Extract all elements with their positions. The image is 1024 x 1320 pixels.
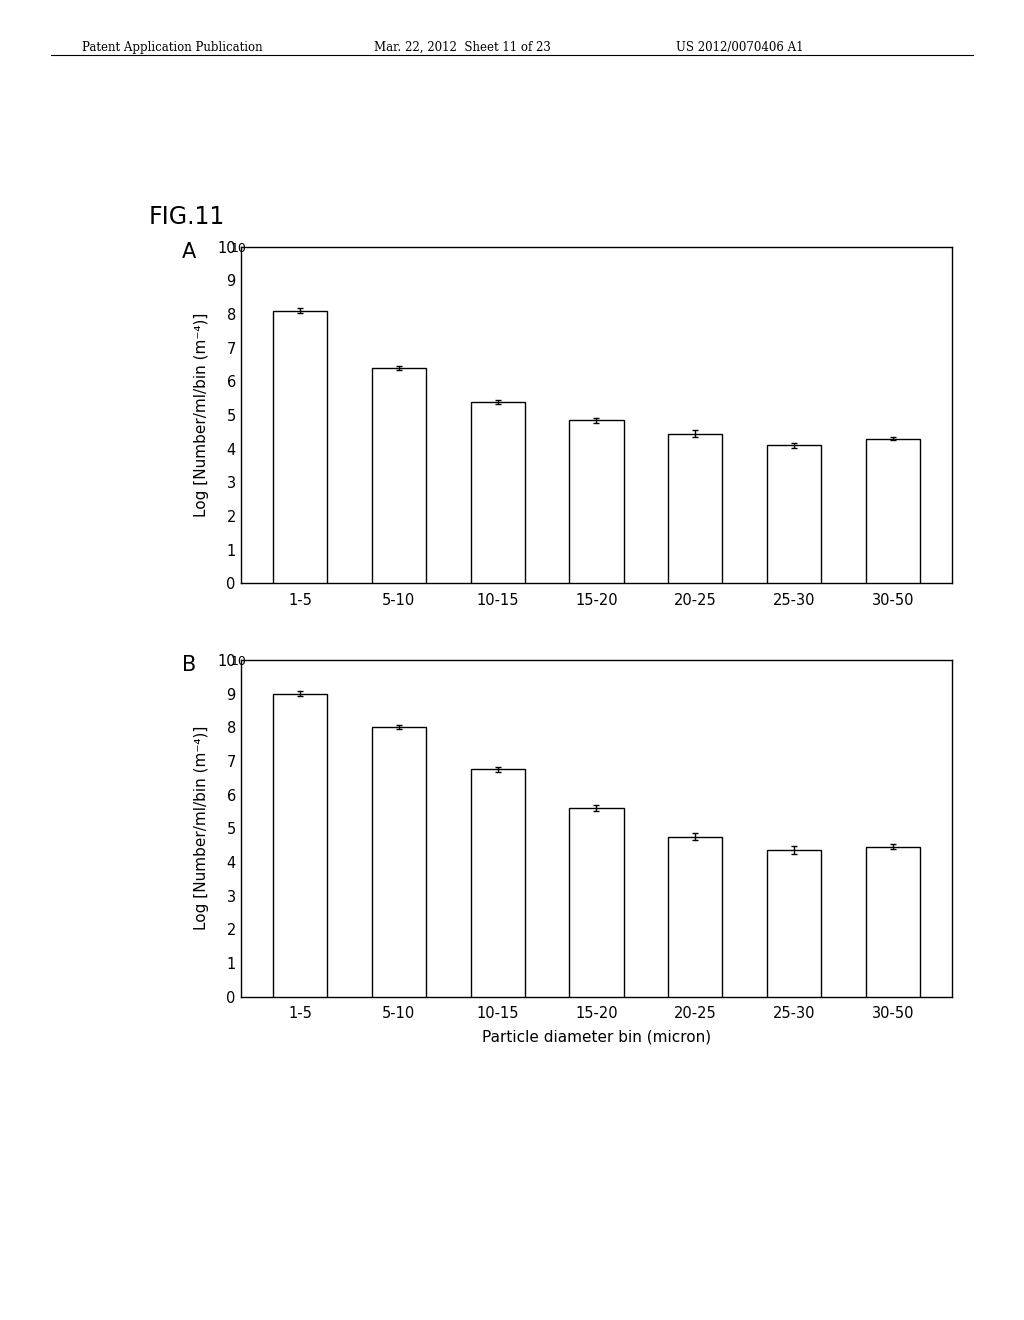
Y-axis label: Log [Number/ml/bin (m⁻⁴)]: Log [Number/ml/bin (m⁻⁴)] xyxy=(194,313,209,517)
Bar xyxy=(569,420,624,583)
Y-axis label: Log [Number/ml/bin (m⁻⁴)]: Log [Number/ml/bin (m⁻⁴)] xyxy=(194,726,209,931)
Bar xyxy=(767,445,821,583)
Bar xyxy=(865,438,920,583)
Text: B: B xyxy=(182,655,197,675)
Bar xyxy=(273,694,328,997)
Bar xyxy=(865,847,920,997)
Bar xyxy=(569,808,624,997)
X-axis label: Particle diameter bin (micron): Particle diameter bin (micron) xyxy=(482,1030,711,1044)
Bar xyxy=(471,770,525,997)
Text: 10: 10 xyxy=(230,242,247,255)
Bar xyxy=(668,837,722,997)
Text: Patent Application Publication: Patent Application Publication xyxy=(82,41,262,54)
Bar xyxy=(273,310,328,583)
Bar xyxy=(767,850,821,997)
Text: 10: 10 xyxy=(230,655,247,668)
Text: A: A xyxy=(182,242,197,261)
Bar xyxy=(372,368,426,583)
Text: US 2012/0070406 A1: US 2012/0070406 A1 xyxy=(676,41,804,54)
Text: FIG.11: FIG.11 xyxy=(148,205,224,228)
Text: Mar. 22, 2012  Sheet 11 of 23: Mar. 22, 2012 Sheet 11 of 23 xyxy=(374,41,551,54)
Bar xyxy=(471,401,525,583)
Bar xyxy=(372,727,426,997)
Bar xyxy=(668,434,722,583)
